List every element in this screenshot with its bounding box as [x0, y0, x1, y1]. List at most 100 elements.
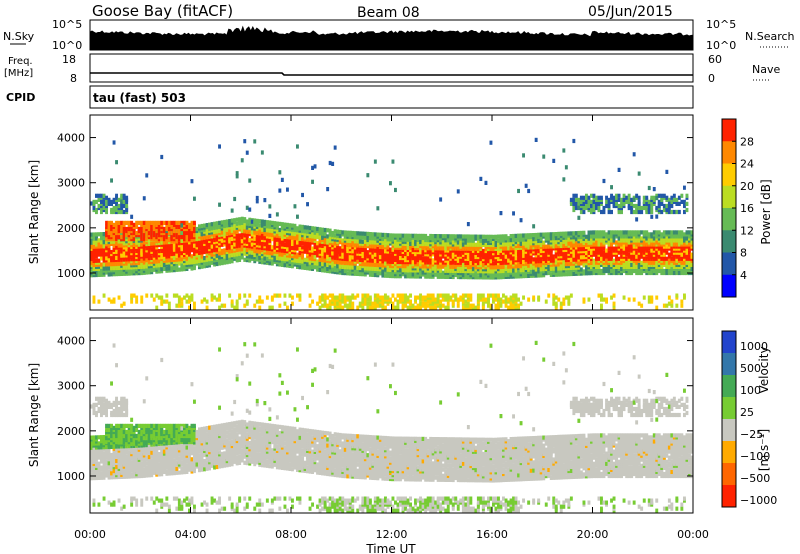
power-cell [125, 239, 129, 244]
power-cell [484, 242, 488, 247]
power-cell [394, 187, 397, 193]
power-cell [190, 220, 194, 225]
power-cell [421, 250, 425, 255]
power-cell [155, 220, 159, 225]
power-cell [245, 225, 249, 230]
power-cell [429, 242, 433, 247]
power-cell [595, 230, 598, 235]
power-cell [135, 236, 139, 241]
power-cell [597, 244, 601, 249]
power-cell [311, 246, 314, 251]
power-cell [494, 293, 498, 298]
power-cell [205, 229, 209, 234]
power-cell [95, 250, 98, 255]
power-cell [147, 233, 151, 238]
power-cell [439, 303, 443, 308]
power-cell [363, 250, 367, 255]
power-cell [303, 225, 307, 230]
power-cell [298, 293, 302, 298]
power-cell [270, 261, 274, 266]
power-cell [466, 238, 470, 243]
power-cell [275, 227, 279, 232]
power-cell [316, 226, 319, 232]
power-cell [100, 262, 103, 267]
power-cell [399, 268, 402, 273]
power-cell [514, 256, 518, 261]
power-cell [291, 264, 294, 269]
power-cell [286, 222, 289, 227]
power-cell [291, 295, 294, 300]
power-cell [449, 260, 453, 265]
power-cell [461, 234, 465, 239]
power-cell [130, 214, 134, 219]
power-cell [283, 238, 287, 243]
power-cell [127, 220, 131, 225]
power-cell [368, 244, 372, 249]
power-cell [100, 232, 103, 237]
power-cell [286, 187, 289, 192]
power-cell [381, 232, 385, 237]
power-cell [466, 301, 470, 306]
power-cell [125, 251, 129, 256]
power-cell [260, 233, 264, 238]
power-cell [270, 233, 274, 238]
power-cell [343, 240, 347, 245]
power-cell [351, 241, 355, 246]
power-cell [150, 243, 154, 248]
power-cell [454, 293, 458, 298]
power-cell [497, 238, 500, 243]
power-cell [424, 248, 428, 253]
power-cell [268, 228, 272, 233]
power-cell [220, 220, 224, 225]
power-cell [260, 260, 264, 265]
power-cell [436, 242, 440, 247]
power-cell [519, 218, 523, 223]
power-cell [225, 219, 229, 224]
power-cell [260, 221, 264, 226]
power-cell [95, 193, 98, 198]
power-cell [466, 234, 470, 239]
power-cell [157, 253, 161, 258]
power-cell [391, 233, 395, 238]
power-cell [183, 237, 186, 242]
power-cell [597, 195, 601, 200]
power-cell [489, 234, 493, 239]
power-cell [451, 264, 455, 269]
power-cell [193, 220, 196, 225]
power-cell [554, 232, 558, 237]
power-cell [210, 250, 214, 255]
power-cell [610, 295, 613, 300]
power-cell [210, 297, 214, 302]
power-cell [188, 250, 191, 255]
power-cell [218, 233, 221, 238]
power-cell [396, 299, 400, 304]
power-cell [527, 233, 531, 238]
power-cell [177, 233, 181, 238]
power-cell [147, 220, 151, 225]
power-cell [280, 240, 284, 245]
power-cell [321, 249, 324, 255]
power-cell [107, 248, 111, 253]
power-cell [389, 253, 392, 258]
power-cell [590, 250, 593, 255]
power-cell [250, 226, 254, 231]
power-cell [414, 233, 417, 238]
power-cell [193, 233, 196, 238]
power-cell [572, 235, 576, 240]
power-cell [494, 240, 498, 245]
power-cell [366, 297, 370, 302]
power-cell [165, 220, 169, 225]
nave-label: Nave [752, 63, 780, 76]
power-cell [394, 305, 397, 310]
power-cell [451, 248, 455, 253]
power-cell [258, 223, 262, 228]
power-cell [602, 178, 606, 184]
power-cell [607, 250, 611, 255]
power-cell [238, 237, 242, 242]
power-cell [110, 207, 113, 213]
noise-left-tick-high: 10^5 [52, 18, 82, 31]
power-cell [120, 231, 124, 236]
power-cell [296, 234, 299, 239]
power-cell [311, 232, 314, 237]
